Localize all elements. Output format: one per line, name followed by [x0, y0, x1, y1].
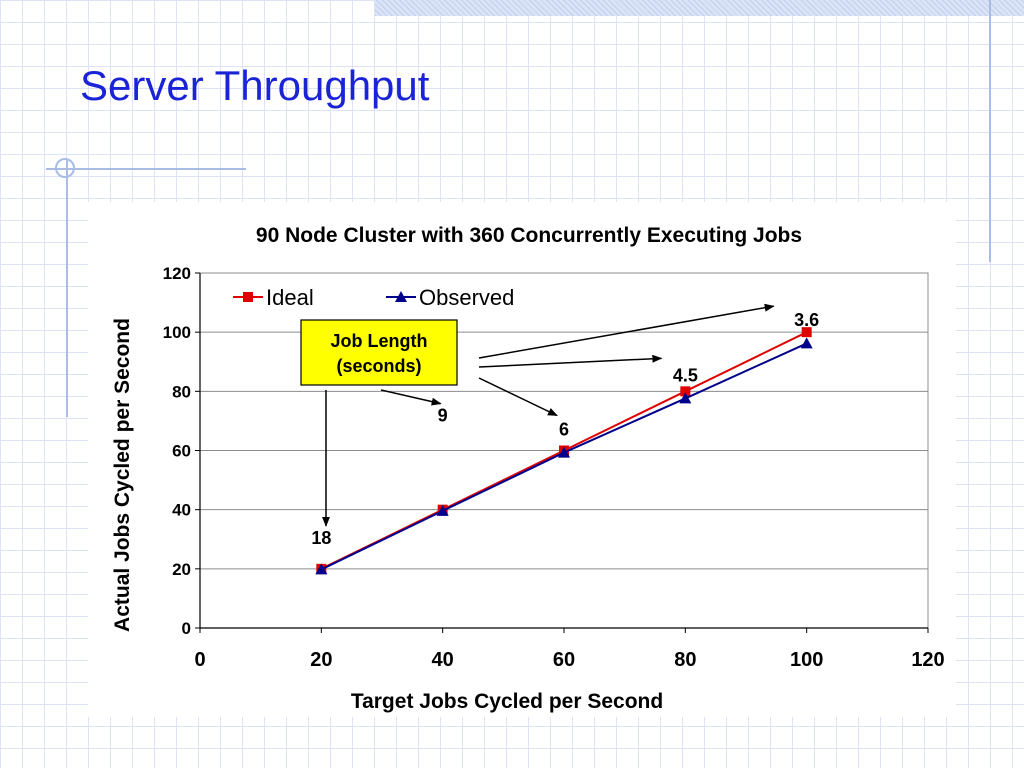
- observed-data-point: [800, 337, 813, 349]
- observed-data-point: [315, 563, 328, 575]
- ideal-data-point: [801, 327, 812, 338]
- job-length-annotation: 4.5: [673, 365, 698, 385]
- slide-title: Server Throughput: [80, 62, 430, 109]
- annotation-layer: Job Length (seconds) 18 9 6 4.5 3.6: [300, 303, 819, 548]
- y-tick-label: 60: [172, 442, 191, 461]
- legend-observed-marker: [395, 291, 407, 302]
- decorative-right-rule: [989, 0, 991, 262]
- callout-arrow: [478, 354, 663, 368]
- series-layer: [315, 327, 813, 575]
- y-tick-label: 80: [172, 382, 191, 401]
- y-tick-label: 120: [163, 264, 191, 283]
- legend-observed-label: Observed: [419, 285, 514, 310]
- legend-ideal-label: Ideal: [266, 285, 314, 310]
- x-tick-label: 20: [310, 649, 332, 671]
- x-tick-label: 0: [194, 649, 205, 671]
- decorative-ring: [55, 158, 75, 178]
- throughput-chart: 90 Node Cluster with 360 Concurrently Ex…: [111, 224, 945, 713]
- y-axis-label: Actual Jobs Cycled per Second: [111, 318, 134, 632]
- legend-ideal-marker: [243, 292, 253, 302]
- y-tick-label: 20: [172, 560, 191, 579]
- y-tick-label: 100: [163, 323, 191, 342]
- x-axis-label: Target Jobs Cycled per Second: [351, 690, 663, 713]
- chart-title: 90 Node Cluster with 360 Concurrently Ex…: [256, 224, 802, 247]
- decorative-title-rule: [46, 168, 246, 170]
- observed-data-point: [679, 392, 692, 404]
- x-tick-label: 60: [553, 649, 575, 671]
- observed-data-point: [558, 446, 570, 458]
- job-length-callout: [300, 319, 458, 386]
- y-tick-label: 0: [182, 619, 191, 638]
- job-length-annotation: 18: [311, 528, 331, 548]
- job-length-annotation: 3.6: [794, 310, 819, 330]
- chart-panel: 90 Node Cluster with 360 Concurrently Ex…: [88, 202, 956, 717]
- callout-arrow: [478, 377, 558, 417]
- ideal-data-point: [680, 386, 691, 397]
- job-length-annotation: 9: [438, 406, 448, 426]
- x-tick-label: 120: [911, 649, 944, 671]
- callout-arrow: [380, 389, 442, 406]
- decorative-left-rule: [66, 160, 68, 417]
- callout-text-line: (seconds): [336, 356, 421, 376]
- job-length-annotation: 6: [559, 420, 569, 440]
- callout-arrow: [478, 303, 775, 359]
- x-tick-label: 80: [674, 649, 696, 671]
- legend: Ideal Observed: [233, 285, 514, 310]
- callout-text-line: Job Length: [331, 331, 428, 351]
- header-pattern: [375, 0, 1024, 16]
- x-tick-label: 40: [432, 649, 454, 671]
- y-tick-label: 40: [172, 501, 191, 520]
- axes-layer: 0 20 40 60 80 100 120 0 20 40 60 80 100 120: [163, 264, 945, 671]
- observed-data-point: [436, 504, 449, 516]
- x-tick-label: 100: [790, 649, 823, 671]
